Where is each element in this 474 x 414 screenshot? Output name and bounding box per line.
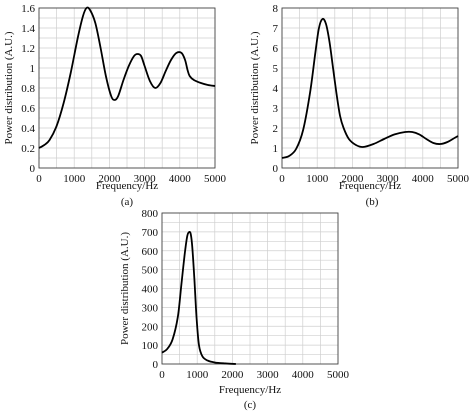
y-tick-label: 0 bbox=[153, 359, 159, 371]
chart-panel-a: 0 1000 2000 3000 4000 5000 0 0.2 0.4 0.6 0.8 1 1.2 1.… bbox=[3, 3, 227, 208]
y-tick-label: 0.4 bbox=[21, 123, 35, 135]
y-tick-label: 5 bbox=[273, 63, 279, 75]
y-tick-label: 600 bbox=[142, 246, 159, 258]
y-tick-label: 1 bbox=[273, 143, 279, 155]
x-tick-label: 4000 bbox=[412, 173, 435, 185]
panel-label: (a) bbox=[121, 196, 134, 208]
x-tick-label: 5000 bbox=[204, 173, 227, 185]
x-tick-label: 3000 bbox=[257, 369, 280, 381]
x-axis-label: Frequency/Hz bbox=[339, 180, 401, 192]
plot-frame bbox=[38, 7, 216, 169]
x-tick-label: 0 bbox=[36, 173, 42, 185]
y-tick-label: 7 bbox=[273, 23, 279, 35]
x-tick-label: 4000 bbox=[292, 369, 315, 381]
x-tick-label: 0 bbox=[279, 173, 285, 185]
y-tick-label: 0 bbox=[30, 163, 36, 175]
y-tick-label: 3 bbox=[273, 103, 279, 115]
y-tick-label: 0.8 bbox=[21, 83, 35, 95]
y-tick-label: 400 bbox=[142, 284, 159, 296]
y-tick-label: 300 bbox=[142, 302, 159, 314]
y-axis-label: Power distribution (A.U.) bbox=[249, 31, 261, 144]
y-tick-label: 8 bbox=[273, 3, 279, 15]
x-axis-label: Frequency/Hz bbox=[96, 180, 158, 192]
y-tick-label: 1.2 bbox=[21, 43, 35, 55]
x-tick-label: 5000 bbox=[327, 369, 350, 381]
x-axis-label: Frequency/Hz bbox=[219, 384, 281, 396]
y-tick-label: 0 bbox=[273, 163, 279, 175]
panel-label: (b) bbox=[366, 196, 379, 208]
x-tick-label: 3000 bbox=[134, 173, 157, 185]
y-tick-label: 800 bbox=[142, 208, 159, 220]
y-tick-label: 100 bbox=[142, 340, 159, 352]
series-line bbox=[161, 230, 236, 365]
x-tick-label: 2000 bbox=[341, 173, 364, 185]
x-tick-label: 1000 bbox=[63, 173, 86, 185]
x-tick-label: 3000 bbox=[377, 173, 400, 185]
y-tick-label: 700 bbox=[142, 227, 159, 239]
x-tick-label: 1000 bbox=[306, 173, 329, 185]
y-tick-label: 200 bbox=[142, 321, 159, 333]
y-axis-label: Power distribution (A.U.) bbox=[3, 31, 15, 144]
x-tick-label: 5000 bbox=[447, 173, 470, 185]
series-line bbox=[38, 6, 216, 149]
x-tick-label: 2000 bbox=[221, 369, 244, 381]
y-tick-label: 1 bbox=[30, 63, 36, 75]
y-tick-label: 1.6 bbox=[21, 3, 35, 15]
y-tick-label: 0.2 bbox=[21, 143, 35, 155]
y-tick-label: 4 bbox=[273, 83, 279, 95]
y-tick-label: 0.6 bbox=[21, 103, 35, 115]
x-tick-label: 4000 bbox=[169, 173, 192, 185]
chart-panel-c: 0 1000 2000 3000 4000 5000 0 100 200 300 400 500 600… bbox=[119, 208, 350, 411]
plot-frame bbox=[161, 212, 339, 365]
plot-frame bbox=[281, 7, 459, 169]
panel-label: (c) bbox=[244, 399, 257, 411]
x-tick-label: 1000 bbox=[186, 369, 209, 381]
x-tick-label: 2000 bbox=[98, 173, 121, 185]
y-tick-label: 500 bbox=[142, 265, 159, 277]
y-tick-label: 2 bbox=[273, 123, 279, 135]
series-line bbox=[281, 17, 459, 159]
x-tick-label: 0 bbox=[159, 369, 165, 381]
chart-panel-b: 0 1000 2000 3000 4000 5000 0 1 2 3 4 5 6 7 8 Frequency/… bbox=[249, 3, 470, 208]
y-axis-label: Power distribution (A.U.) bbox=[119, 232, 131, 345]
y-tick-label: 6 bbox=[273, 43, 279, 55]
y-tick-label: 1.4 bbox=[21, 23, 35, 35]
